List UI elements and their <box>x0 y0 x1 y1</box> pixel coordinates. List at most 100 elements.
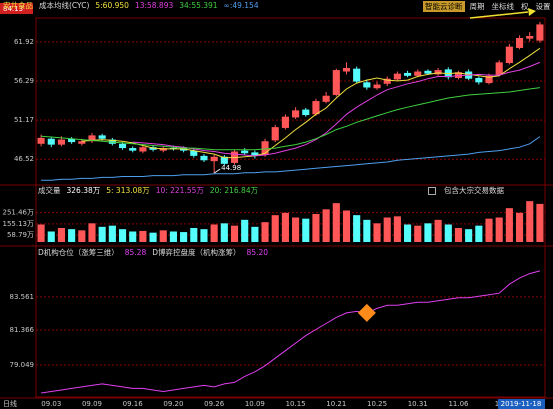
candle-body <box>302 109 310 116</box>
checkbox-box[interactable] <box>428 186 436 195</box>
volume-bar <box>424 223 432 242</box>
volume-bar <box>139 230 147 242</box>
candle-body <box>363 82 371 88</box>
volume-bar <box>98 226 106 242</box>
x-tick-label: 10.31 <box>408 400 428 408</box>
volume-bar <box>465 229 473 242</box>
volume-bar <box>353 215 361 242</box>
readout-value: 85.28 <box>124 248 147 257</box>
volume-bar <box>404 224 412 242</box>
legend: 326.38万 5: 313.08万 10: 221.55万 20: 216.84万 <box>67 185 259 196</box>
volume-bar <box>241 219 249 242</box>
volume-bar <box>108 225 116 242</box>
volume-bar <box>251 226 259 242</box>
x-tick-label: 10.25 <box>367 400 387 408</box>
x-tick-label: 09.26 <box>204 400 225 408</box>
y-tick-label: 79.049 <box>10 361 35 369</box>
volume-bar <box>200 229 208 242</box>
volume-bar <box>505 208 513 242</box>
volume-bar <box>220 223 228 242</box>
candle-body <box>526 36 534 39</box>
low-annotation: 44.98 <box>221 164 241 172</box>
candle-body <box>414 71 422 76</box>
line-series <box>132 61 541 157</box>
toolbar-button[interactable]: 智能云诊断 <box>423 1 465 12</box>
indicator-title: 成本均线(CYC) <box>39 1 90 10</box>
y-tick-label: 81.366 <box>10 326 35 334</box>
low-annotation-line <box>213 168 221 174</box>
toolbar-button[interactable]: 设置 <box>535 2 551 11</box>
volume-bar <box>292 217 300 242</box>
candle-body <box>322 95 330 102</box>
toolbar-button[interactable]: 周期 <box>469 2 485 11</box>
volume-bar <box>342 210 351 242</box>
x-tick-label: 10.21 <box>326 400 346 408</box>
legend-entry: 34:55.391 <box>179 1 218 10</box>
candle-body <box>353 68 361 82</box>
end-date-box <box>498 399 545 409</box>
volume-bar <box>230 225 239 242</box>
candle-body <box>424 70 432 74</box>
line-series <box>41 87 540 151</box>
volume-bar <box>332 203 340 242</box>
candle-body <box>475 77 483 83</box>
candle-body <box>485 75 493 84</box>
x-tick-label: 11.06 <box>448 400 469 408</box>
volume-bar <box>526 201 534 242</box>
toolbar-button[interactable]: 坐标线 <box>491 2 515 11</box>
period: 日线 <box>3 399 17 408</box>
candle-body <box>515 37 524 48</box>
x-tick-label: 09.03 <box>41 400 61 408</box>
legend: 5:60.950 13:58.893 34:55.391 ∞:49.154 <box>95 1 258 10</box>
legend-entry: 5:60.950 <box>95 1 129 10</box>
volume-title: 成交量 <box>38 186 61 195</box>
candle-body <box>261 141 269 155</box>
y-tick-label: 58.79万 <box>7 231 34 239</box>
volume-bar <box>454 227 463 242</box>
y-tick-label: 46.52 <box>14 155 34 163</box>
plot-frame <box>35 17 546 398</box>
volume-bar <box>281 212 289 242</box>
volume-bar <box>271 215 279 242</box>
candle-body <box>373 84 381 89</box>
volume-bar <box>515 212 524 242</box>
volume-bar <box>312 213 320 242</box>
volume-bar <box>495 217 503 242</box>
candle-body <box>454 72 463 78</box>
x-tick-label: 09.09 <box>82 400 102 408</box>
candle-body <box>505 46 513 64</box>
candle-body <box>404 72 412 76</box>
y-tick-label: 51.17 <box>14 116 34 124</box>
volume-bar <box>373 223 381 242</box>
signal-marker <box>357 303 376 322</box>
indicator-header: D机构仓位（涨筹三维） 85.28 D博弈控盘度（机构涨筹） 85.20 <box>38 247 268 258</box>
y-tick-label: 155.13万 <box>3 220 35 228</box>
price-header: 安井食品 成本均线(CYC) 5:60.950 13:58.893 34:55.39… <box>3 0 259 11</box>
candle-body <box>251 152 259 156</box>
candle-body <box>129 148 137 151</box>
x-tick-label: 09.20 <box>163 400 183 408</box>
volume-bar <box>149 232 157 242</box>
candle-body <box>292 110 300 118</box>
candle-body <box>271 127 279 141</box>
readout-name: D博弈控盘度（机构涨筹） <box>152 248 241 257</box>
candle-body <box>68 138 76 143</box>
volume-bar <box>444 224 452 242</box>
volume-bar <box>210 224 218 242</box>
candle-body <box>98 135 106 139</box>
candle-body <box>383 78 391 84</box>
legend-entry: 13:58.893 <box>134 1 174 10</box>
candle-body <box>210 156 218 162</box>
volume-bar <box>37 224 45 242</box>
candle-body <box>37 137 45 144</box>
toolbar-button[interactable]: 权 <box>521 2 529 11</box>
candle-body <box>495 62 503 76</box>
volume-bar <box>536 203 544 242</box>
candle-body <box>78 141 86 144</box>
checkbox[interactable]: 包含大宗交易数据 <box>428 185 504 196</box>
line-series <box>41 136 541 181</box>
volume-bar <box>68 229 76 242</box>
volume-bar <box>129 231 137 242</box>
